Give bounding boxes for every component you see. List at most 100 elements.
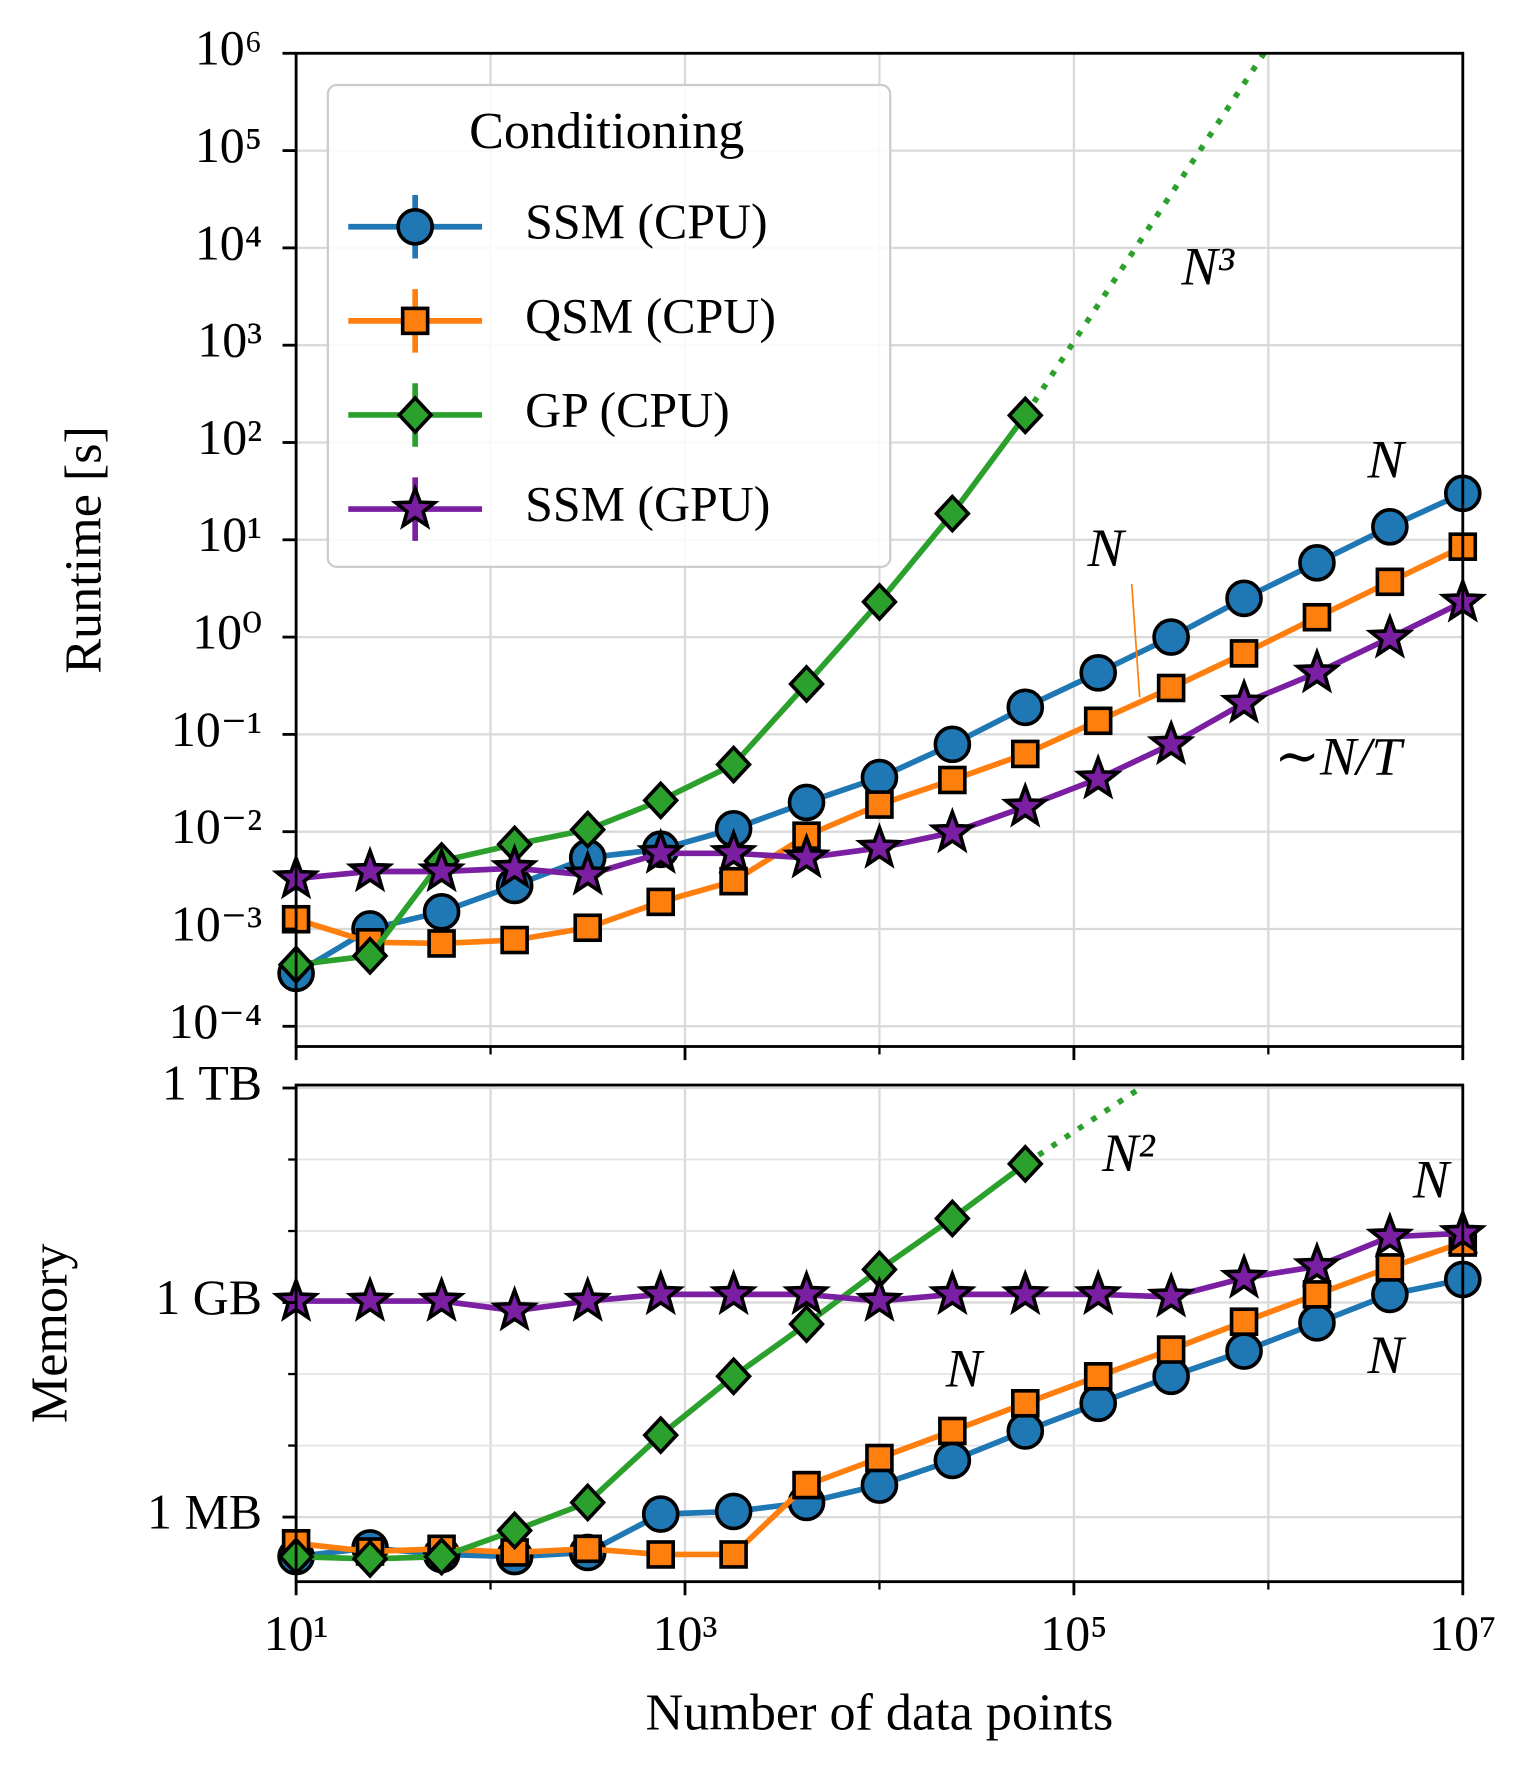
marker	[1365, 612, 1415, 659]
marker	[927, 806, 977, 854]
marker	[642, 780, 680, 821]
marker	[396, 395, 434, 435]
marker	[860, 758, 899, 797]
marker	[1298, 1304, 1336, 1342]
y-axis-label: Runtime [s]	[56, 426, 113, 674]
marker	[792, 1470, 821, 1500]
marker	[782, 1268, 831, 1316]
marker	[422, 893, 461, 931]
marker	[1375, 567, 1405, 597]
x-tick-label: 10³	[653, 1606, 718, 1661]
marker	[861, 582, 898, 622]
marker	[636, 827, 686, 874]
marker	[1073, 753, 1123, 800]
marker	[417, 1275, 466, 1322]
marker	[1156, 1335, 1186, 1364]
annotation: N³	[1180, 237, 1234, 297]
marker	[938, 1416, 967, 1446]
marker	[934, 1198, 971, 1239]
trend-line	[1022, 53, 1267, 417]
series	[271, 1207, 1488, 1332]
marker	[719, 866, 748, 896]
marker	[1292, 647, 1342, 694]
marker	[715, 1356, 752, 1396]
marker	[1365, 1211, 1415, 1258]
marker	[782, 832, 831, 879]
marker	[1010, 739, 1040, 769]
y-tick-label: 10¹	[197, 507, 262, 562]
marker	[855, 1275, 904, 1322]
marker	[417, 845, 466, 893]
marker	[1219, 1252, 1269, 1299]
marker	[646, 887, 675, 917]
x-tick-label: 10⁵	[1040, 1606, 1107, 1661]
marker	[1225, 1332, 1263, 1370]
legend-label: SSM (GPU)	[525, 477, 770, 532]
annotation: N²	[1101, 1123, 1156, 1183]
plot-frame	[294, 51, 1465, 1048]
marker	[927, 1268, 977, 1316]
marker	[1073, 1268, 1123, 1316]
marker	[1079, 653, 1118, 692]
marker	[345, 1275, 395, 1322]
marker	[1083, 706, 1113, 736]
marker	[1371, 507, 1409, 546]
marker	[938, 765, 967, 795]
marker	[496, 1510, 533, 1551]
marker	[1302, 602, 1332, 632]
marker	[642, 1415, 680, 1455]
marker	[715, 744, 752, 785]
marker	[563, 849, 613, 896]
marker	[1298, 543, 1336, 582]
marker	[400, 306, 430, 336]
series	[277, 53, 1267, 985]
legend-label: QSM (CPU)	[525, 288, 776, 343]
marker	[1302, 1280, 1332, 1309]
y-tick-label: 1 GB	[155, 1270, 262, 1325]
y-tick-label: 10⁻¹	[171, 702, 262, 757]
marker	[855, 822, 904, 869]
legend: Conditioning SSM (CPU) QSM (CPU) GP (CPU) SS…	[326, 83, 892, 569]
marker	[1219, 677, 1269, 724]
marker	[351, 1539, 389, 1579]
marker	[1000, 1268, 1050, 1316]
marker	[636, 1268, 686, 1316]
marker	[573, 1534, 603, 1564]
marker	[787, 783, 826, 822]
marker	[933, 725, 972, 764]
series	[281, 1228, 1478, 1569]
marker	[1083, 1362, 1113, 1391]
annotation: N	[1086, 518, 1126, 578]
marker	[865, 790, 894, 819]
marker	[1229, 639, 1259, 668]
y-tick-label: 10⁵	[195, 118, 262, 173]
x-tick-label: 10⁷	[1429, 1606, 1496, 1661]
marker	[860, 1466, 899, 1504]
marker	[573, 913, 603, 943]
series	[277, 1085, 1143, 1579]
annotation: N	[1367, 429, 1407, 489]
y-tick-label: 10⁴	[195, 215, 262, 270]
y-tick-label: 10⁻³	[171, 896, 262, 951]
y-tick-label: 1 TB	[162, 1055, 262, 1110]
marker	[423, 1536, 460, 1577]
marker	[1229, 1307, 1259, 1336]
marker	[351, 936, 389, 976]
marker	[500, 925, 529, 955]
marker	[1146, 718, 1196, 766]
y-tick-label: 10⁰	[192, 605, 262, 660]
marker	[1006, 688, 1045, 727]
marker	[1156, 673, 1186, 703]
marker	[1006, 1412, 1045, 1450]
marker	[788, 664, 825, 704]
y-tick-label: 10⁻⁴	[168, 994, 262, 1049]
marker	[490, 842, 540, 890]
marker	[390, 483, 440, 530]
y-tick-label: 10²	[197, 410, 262, 465]
marker	[933, 1441, 972, 1480]
marker	[1146, 1271, 1196, 1318]
marker	[345, 845, 395, 893]
marker	[709, 1268, 759, 1316]
marker	[427, 929, 456, 958]
x-tick-label: 10¹	[264, 1606, 329, 1661]
